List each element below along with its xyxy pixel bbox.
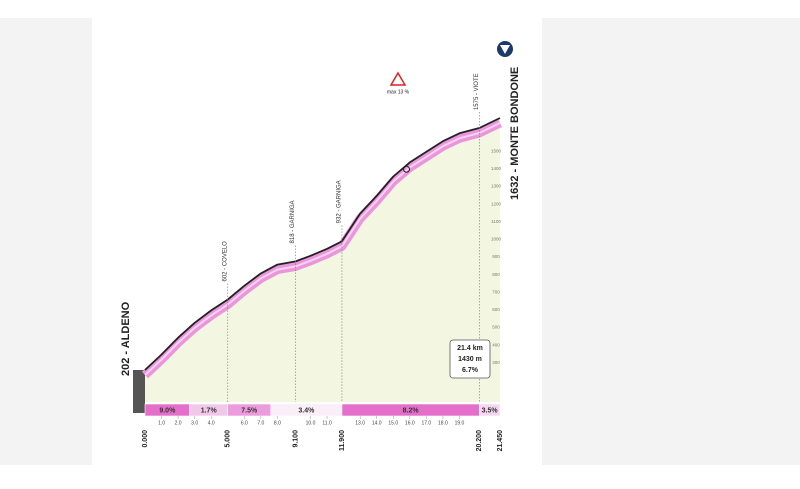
landmark-label: 602 - COVELO (222, 241, 228, 282)
x-tick-label: 16.0 (405, 420, 415, 426)
y-tick-label: 1100 (491, 219, 501, 224)
landmark-km: 21.450 (497, 430, 504, 452)
x-tick-label: 17.0 (421, 420, 431, 426)
profile-line (144, 117, 501, 371)
summary-text: 21.4 km (457, 345, 483, 352)
x-tick-label: 10.0 (306, 420, 316, 426)
landmark-km: 11.900 (339, 430, 346, 451)
landmark-label: 818 - GARNIGA (290, 200, 296, 243)
gradient-label: 9.0% (159, 407, 176, 414)
x-tick-label: 3.0 (191, 420, 198, 426)
max-gradient-icon (389, 71, 407, 86)
x-tick-label: 15.0 (388, 420, 398, 426)
finish-icon-glyph (500, 45, 510, 54)
gradient-label: 1.7% (201, 407, 218, 414)
gradient-label: 8.2% (403, 407, 420, 414)
x-tick-label: 14.0 (372, 420, 382, 426)
gradient-label: 3.5% (482, 407, 499, 414)
gradient-label: 7.5% (241, 407, 258, 414)
gradient-segment (479, 403, 501, 417)
x-tick-label: 1.0 (158, 420, 165, 426)
x-tick-label: 18.0 (438, 420, 448, 426)
landmark-label: 1575 - VIOTE (474, 73, 480, 110)
y-tick-label: 1300 (491, 184, 502, 189)
max-gradient-label: max 13 % (387, 89, 410, 95)
landmark-km: 0.000 (142, 430, 149, 448)
profile-band-highlight (144, 122, 501, 376)
side-panel (542, 18, 800, 465)
summary-text: 6.7% (462, 367, 479, 374)
landmark-label: 932 - GARNIGA (337, 180, 343, 223)
y-tick-label: 1400 (491, 166, 502, 171)
x-tick-label: 4.0 (208, 420, 215, 426)
y-tick-label: 1000 (491, 237, 502, 242)
summary-box (449, 339, 491, 379)
x-tick-label: 2.0 (175, 420, 182, 426)
y-tick-label: 300 (492, 360, 500, 365)
side-panel (0, 18, 92, 465)
start-block (133, 370, 145, 413)
summary-text: 1430 m (458, 356, 482, 363)
y-tick-label: 900 (492, 254, 500, 259)
x-tick-label: 11.0 (322, 420, 332, 426)
landmark-km: 9.100 (292, 430, 299, 448)
landmark-km: 20.200 (476, 430, 483, 452)
start-label: 202 - ALDENO (120, 301, 132, 376)
y-tick-label: 600 (492, 307, 500, 312)
y-tick-label: 400 (492, 342, 500, 347)
y-tick-label: 1200 (491, 201, 502, 206)
x-tick-label: 8.0 (274, 420, 281, 426)
landmark-km: 5.000 (225, 430, 232, 448)
x-tick-label: 6.0 (241, 420, 248, 426)
y-tick-label: 1500 (491, 148, 502, 153)
gradient-label: 3.4% (298, 407, 315, 414)
x-tick-label: 7.0 (257, 420, 264, 426)
y-tick-label: 700 (492, 289, 500, 294)
max-gradient-marker (402, 165, 410, 173)
x-tick-label: 13.0 (355, 420, 365, 426)
y-tick-label: 800 (492, 272, 500, 277)
x-tick-label: 19.0 (455, 420, 465, 426)
finish-label: 1632 - MONTE BONDONE (509, 67, 521, 200)
y-tick-label: 500 (492, 325, 500, 330)
